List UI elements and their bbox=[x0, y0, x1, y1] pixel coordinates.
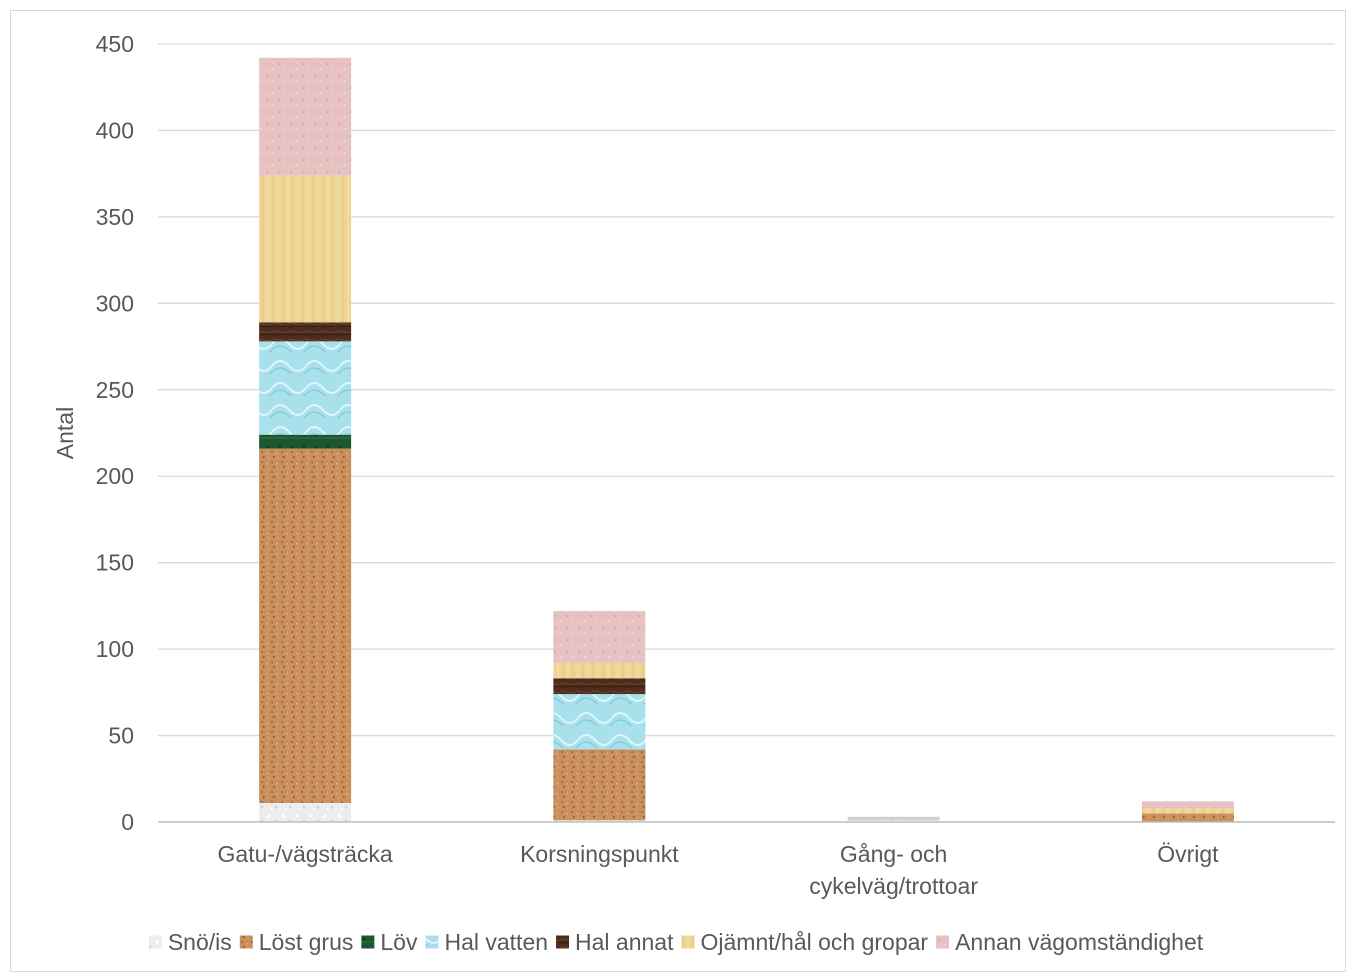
legend-label-hal-annat: Hal annat bbox=[575, 929, 674, 955]
y-tick-label: 400 bbox=[96, 117, 134, 143]
legend-label-lost-grus: Löst grus bbox=[259, 929, 354, 955]
bars bbox=[259, 57, 1234, 822]
bar-gang-och-cykelvag-trottoar-annan-vagomstandighet bbox=[847, 816, 940, 819]
bar-gang-och-cykelvag-trottoar-sno-is bbox=[847, 820, 940, 822]
y-tick-label: 150 bbox=[96, 550, 134, 576]
bar-gatu-vagstracka-sno-is bbox=[259, 802, 352, 822]
legend-swatch-lost-grus bbox=[239, 935, 253, 949]
bar-korsningspunkt-lost-grus bbox=[553, 749, 646, 821]
y-tick-label: 250 bbox=[96, 377, 134, 403]
bar-gatu-vagstracka-hal-vatten bbox=[259, 341, 352, 435]
bar-ovrigt-ojamnt-hal-och-gropar bbox=[1141, 808, 1234, 814]
y-tick-label: 50 bbox=[108, 723, 134, 749]
y-tick-label: 100 bbox=[96, 636, 134, 662]
bar-gatu-vagstracka-hal-annat bbox=[259, 322, 352, 342]
y-tick-label: 350 bbox=[96, 204, 134, 230]
bar-gatu-vagstracka-lov bbox=[259, 434, 352, 449]
legend-swatch-sno-is bbox=[148, 935, 162, 949]
chart-frame bbox=[10, 10, 1346, 972]
bar-korsningspunkt-ojamnt-hal-och-gropar bbox=[553, 662, 646, 679]
bar-ovrigt-lost-grus bbox=[1141, 813, 1234, 822]
legend-label-lov: Löv bbox=[380, 929, 418, 955]
bar-gatu-vagstracka-lost-grus bbox=[259, 448, 352, 803]
legend-label-annan-vagomstandighet: Annan vägomständighet bbox=[955, 929, 1204, 955]
legend-swatch-annan-vagomstandighet bbox=[936, 935, 950, 949]
x-tick-label: Gatu-/vägsträcka bbox=[218, 841, 393, 867]
bar-ovrigt-annan-vagomstandighet bbox=[1141, 801, 1234, 809]
y-axis-title: Antal bbox=[52, 407, 78, 459]
bar-korsningspunkt-sno-is bbox=[553, 820, 646, 822]
y-tick-label: 200 bbox=[96, 463, 134, 489]
bar-gatu-vagstracka-annan-vagomstandighet bbox=[259, 57, 352, 176]
legend-swatch-hal-vatten bbox=[425, 935, 439, 949]
bar-gatu-vagstracka-ojamnt-hal-och-gropar bbox=[259, 175, 352, 323]
x-tick-label: Gång- och cykelväg/trottoar bbox=[809, 841, 978, 899]
bar-korsningspunkt-hal-vatten bbox=[553, 694, 646, 750]
x-tick-label: Korsningspunkt bbox=[520, 841, 679, 867]
legend-swatch-lov bbox=[361, 935, 375, 949]
bar-gang-och-cykelvag-trottoar-hal-vatten bbox=[847, 818, 940, 821]
legend-swatch-hal-annat bbox=[556, 935, 570, 949]
axes: 0 50 100 150 200 250 300 350 400 450 Antal Gatu-/vä… bbox=[52, 31, 1335, 899]
legend-label-ojamnt-hal-och-gropar: Ojämnt/hål och gropar bbox=[701, 929, 929, 955]
y-tick-label: 450 bbox=[96, 31, 134, 57]
legend: Snö/is Löst grus Löv Hal vatten Hal annat Ojä… bbox=[148, 929, 1204, 955]
bar-korsningspunkt-hal-annat bbox=[553, 678, 646, 695]
x-tick-label: Övrigt bbox=[1157, 841, 1219, 867]
legend-swatch-ojamnt-hal-och-gropar bbox=[681, 935, 695, 949]
y-tick-label: 0 bbox=[121, 809, 134, 835]
legend-label-sno-is: Snö/is bbox=[168, 929, 232, 955]
bar-korsningspunkt-annan-vagomstandighet bbox=[553, 611, 646, 663]
legend-label-hal-vatten: Hal vatten bbox=[444, 929, 548, 955]
y-tick-label: 300 bbox=[96, 290, 134, 316]
